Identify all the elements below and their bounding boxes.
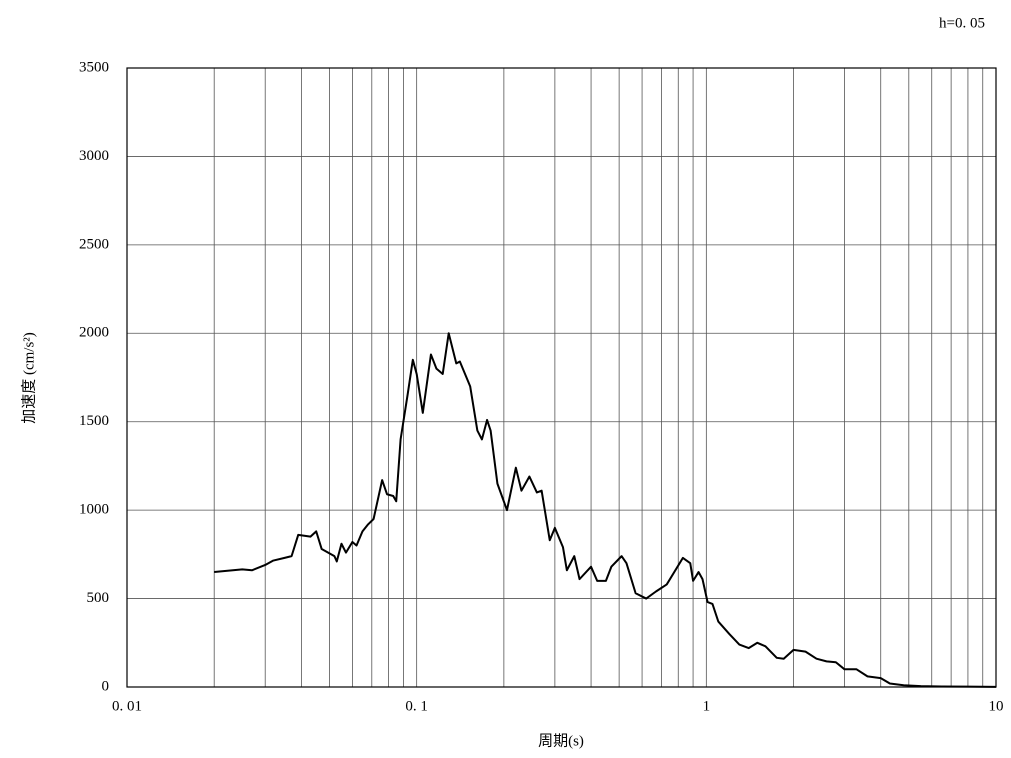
x-tick-label: 0. 01 bbox=[112, 698, 142, 714]
y-tick-label: 1000 bbox=[79, 502, 109, 518]
y-tick-label: 500 bbox=[87, 590, 110, 606]
plot-frame bbox=[126, 67, 997, 688]
y-tick-label: 2000 bbox=[79, 325, 109, 341]
y-axis-label: 加速度 (cm/s²) bbox=[20, 332, 37, 424]
x-tick-label: 0. 1 bbox=[405, 698, 428, 714]
y-tick-label: 2500 bbox=[79, 236, 109, 252]
x-tick-label: 1 bbox=[703, 698, 711, 714]
y-tick-label: 0 bbox=[102, 678, 110, 694]
x-axis-label: 周期(s) bbox=[538, 732, 584, 749]
y-tick-label: 3000 bbox=[79, 148, 109, 164]
data-line bbox=[214, 332, 997, 688]
y-tick-label: 1500 bbox=[79, 413, 109, 429]
x-tick-label: 10 bbox=[989, 698, 1004, 714]
y-tick-label: 3500 bbox=[79, 59, 109, 75]
annotation: h=0. 05 bbox=[939, 15, 985, 31]
